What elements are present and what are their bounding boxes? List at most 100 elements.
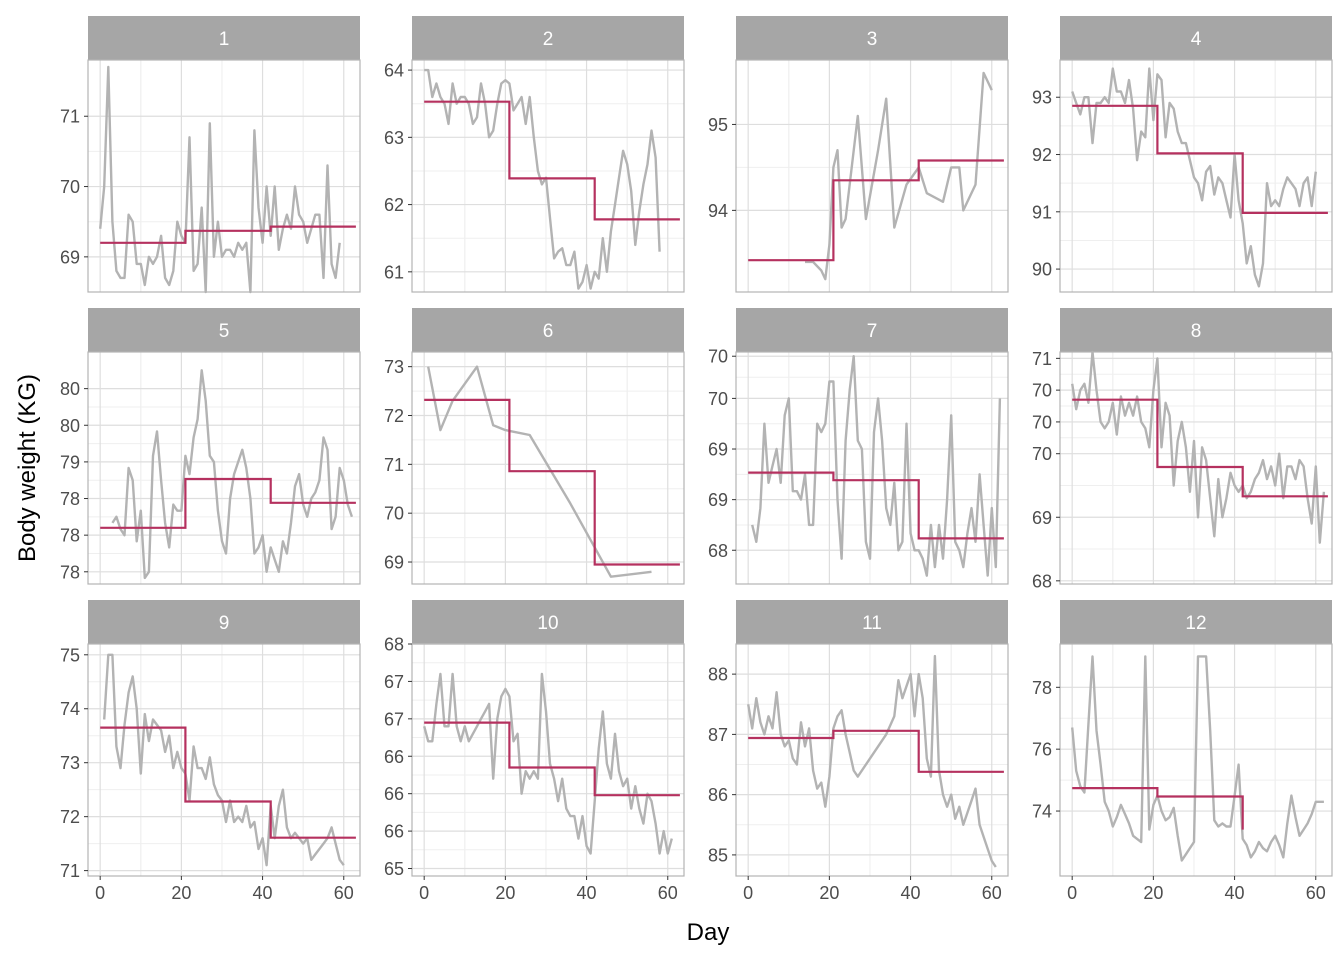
y-tick-label: 62	[384, 195, 404, 215]
x-tick-label: 20	[495, 883, 515, 903]
y-tick-label: 93	[1032, 88, 1052, 108]
panel-border	[735, 351, 1009, 585]
series-fitted	[748, 471, 1004, 540]
y-tick-label: 85	[708, 845, 728, 865]
x-tick-label: 0	[419, 883, 429, 903]
y-tick-label: 68	[708, 541, 728, 561]
series-observed	[424, 68, 661, 290]
series-fitted	[1072, 398, 1328, 498]
panel-strip	[88, 16, 360, 60]
y-tick-label: 79	[60, 452, 80, 472]
x-tick-label: 60	[658, 883, 678, 903]
y-tick-label: 78	[60, 562, 80, 582]
y-tick-label: 72	[60, 807, 80, 827]
y-tick-label: 78	[60, 489, 80, 509]
y-tick-label: 67	[384, 672, 404, 692]
y-tick-label: 87	[708, 725, 728, 745]
plot-background	[1060, 60, 1332, 292]
series-observed	[1071, 350, 1326, 544]
y-tick-label: 67	[384, 709, 404, 729]
plot-background	[412, 644, 684, 876]
y-tick-label: 86	[708, 785, 728, 805]
series-observed	[751, 355, 1002, 577]
panel-7: 7 68 69 69 70 70	[708, 308, 1009, 585]
panel-border	[411, 59, 685, 293]
panel-strip-label: 9	[219, 613, 230, 634]
y-tick-label: 70	[708, 389, 728, 409]
panel-border	[411, 351, 685, 585]
panel-strip	[88, 308, 360, 352]
plot-background	[736, 60, 1008, 292]
panel-11: 11 85 86 87 88 0 20 40 60	[708, 600, 1009, 903]
y-tick-label: 88	[708, 665, 728, 685]
y-tick-label: 76	[1032, 740, 1052, 760]
panel-strip-label: 6	[543, 321, 554, 342]
panel-border	[1059, 59, 1333, 293]
panel-border	[411, 643, 685, 877]
y-tick-label: 71	[60, 107, 80, 127]
y-tick-label: 72	[384, 406, 404, 426]
y-tick-label: 66	[384, 822, 404, 842]
x-tick-label: 40	[901, 883, 921, 903]
x-tick-label: 40	[577, 883, 597, 903]
panel-strip	[412, 308, 684, 352]
panel-strip	[1060, 16, 1332, 60]
series-fitted	[100, 477, 356, 529]
panels: 1697071261626364394954909192935787878798…	[60, 16, 1333, 903]
series-fitted	[1072, 104, 1328, 214]
series-fitted	[748, 729, 1004, 773]
y-tick-label: 70	[60, 177, 80, 197]
y-tick-label: 66	[384, 784, 404, 804]
series-fitted	[748, 159, 1004, 262]
series-observed	[111, 369, 354, 580]
x-tick-label: 20	[1143, 883, 1163, 903]
plot-background	[412, 60, 684, 292]
series-observed	[103, 653, 345, 867]
panel-strip-label: 10	[537, 613, 558, 634]
y-tick-label: 68	[1032, 571, 1052, 591]
panel-strip	[1060, 600, 1332, 644]
series-observed	[427, 365, 652, 578]
y-tick-label: 78	[1032, 678, 1052, 698]
y-tick-label: 65	[384, 859, 404, 879]
y-tick-label: 74	[1032, 802, 1052, 822]
series-observed	[423, 672, 673, 855]
y-tick-label: 73	[384, 357, 404, 377]
panel-strip-label: 12	[1185, 613, 1206, 634]
panel-border	[1059, 643, 1333, 877]
y-tick-label: 61	[384, 262, 404, 282]
x-tick-label: 40	[1225, 883, 1245, 903]
panel-strip-label: 4	[1191, 29, 1202, 50]
y-tick-label: 70	[1032, 444, 1052, 464]
panel-strip-label: 8	[1191, 321, 1202, 342]
series-observed	[1071, 67, 1317, 288]
panel-8: 8 68 69 70 70 70 71	[1032, 308, 1333, 591]
series-fitted	[100, 225, 356, 244]
panel-strip-label: 7	[867, 321, 878, 342]
panel-12: 12 74 76 78 0 20 40 60	[1032, 600, 1333, 903]
x-tick-label: 60	[1306, 883, 1326, 903]
x-tick-label: 20	[819, 883, 839, 903]
x-tick-label: 20	[171, 883, 191, 903]
series-fitted	[424, 100, 680, 221]
panel-border	[87, 59, 361, 293]
y-tick-label: 63	[384, 128, 404, 148]
panel-5: 5 78 78 78 79 80 80	[60, 308, 361, 585]
y-tick-label: 69	[384, 553, 404, 573]
panel-border	[735, 59, 1009, 293]
panel-strip	[736, 16, 1008, 60]
panel-strip	[88, 600, 360, 644]
x-tick-label: 0	[95, 883, 105, 903]
series-fitted	[424, 721, 680, 797]
series-observed	[747, 654, 997, 868]
x-tick-label: 40	[253, 883, 273, 903]
panel-strip	[736, 600, 1008, 644]
y-tick-label: 78	[60, 526, 80, 546]
y-tick-label: 90	[1032, 260, 1052, 280]
panel-4: 4 90 91 92 93	[1032, 16, 1333, 293]
panel-strip	[412, 16, 684, 60]
panel-strip-label: 11	[862, 613, 882, 634]
panel-strip-label: 2	[543, 29, 554, 50]
y-tick-label: 69	[708, 490, 728, 510]
